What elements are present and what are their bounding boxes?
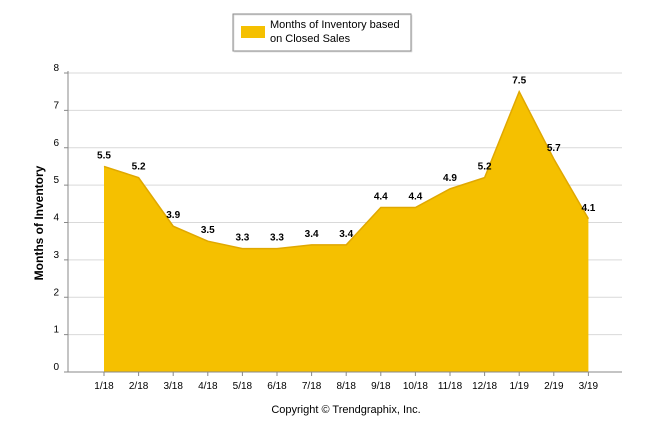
area-series: [103, 89, 590, 372]
legend-shadow: [233, 14, 413, 53]
legend-swatch: [241, 26, 265, 38]
x-tick-label: 7/18: [302, 381, 322, 392]
legend: Months of Inventory based on Closed Sale…: [232, 13, 413, 53]
area-fill: [104, 91, 589, 372]
y-tick-label: 3: [53, 250, 59, 261]
x-tick-labels: 1/18 2/18 3/18 4/18 5/18 6/18 7/18 8/18 9/18 10/1…: [94, 381, 598, 392]
y-axis-title: Months of Inventory: [32, 165, 46, 280]
legend-label-line-2: on Closed Sales: [270, 33, 351, 45]
copyright-footer: Copyright © Trendgraphix, Inc.: [271, 404, 420, 416]
x-tick-label: 3/19: [579, 381, 599, 392]
data-label: 4.9: [443, 173, 457, 184]
x-tick-label: 5/18: [233, 381, 253, 392]
x-tick-label: 8/18: [336, 381, 356, 392]
y-tick-label: 0: [53, 362, 59, 373]
data-label: 4.4: [374, 192, 388, 203]
y-tick-label: 5: [53, 175, 59, 186]
x-tick-label: 12/18: [472, 381, 497, 392]
y-tick-label: 7: [53, 100, 59, 111]
data-label: 5.2: [478, 162, 492, 173]
data-label: 5.7: [547, 143, 561, 154]
data-label: 5.2: [132, 162, 146, 173]
y-tick-label: 8: [53, 63, 59, 74]
x-tick-label: 6/18: [267, 381, 287, 392]
x-tick-label: 11/18: [438, 381, 463, 392]
data-label: 3.4: [339, 229, 353, 240]
data-label: 7.5: [512, 76, 526, 87]
x-tick-label: 1/18: [94, 381, 114, 392]
data-label: 3.4: [305, 229, 319, 240]
y-tick-label: 4: [53, 213, 59, 224]
legend-label-line-1: Months of Inventory based: [270, 19, 400, 31]
data-label: 4.4: [408, 192, 422, 203]
x-tick-label: 2/19: [544, 381, 564, 392]
y-tick-label: 1: [53, 325, 59, 336]
x-tick-label: 1/19: [509, 381, 529, 392]
x-tick-label: 2/18: [129, 381, 149, 392]
x-tick-label: 4/18: [198, 381, 218, 392]
data-label: 3.3: [270, 233, 284, 244]
axes: [64, 71, 622, 376]
data-label: 5.5: [97, 150, 111, 161]
y-tick-labels: 0 1 2 3 4 5 6 7 8: [53, 63, 59, 373]
data-label: 4.1: [581, 203, 595, 214]
data-labels: 5.5 5.2 3.9 3.5 3.3 3.3 3.4 3.4 4.4 4.4 4.9 5.2 7.5 5…: [97, 76, 596, 244]
x-tick-label: 9/18: [371, 381, 391, 392]
data-label: 3.3: [235, 233, 249, 244]
y-tick-label: 6: [53, 138, 59, 149]
data-label: 3.5: [201, 225, 215, 236]
data-label: 3.9: [166, 210, 180, 221]
y-tick-label: 2: [53, 287, 59, 298]
x-tick-label: 10/18: [403, 381, 428, 392]
x-tick-label: 3/18: [163, 381, 183, 392]
